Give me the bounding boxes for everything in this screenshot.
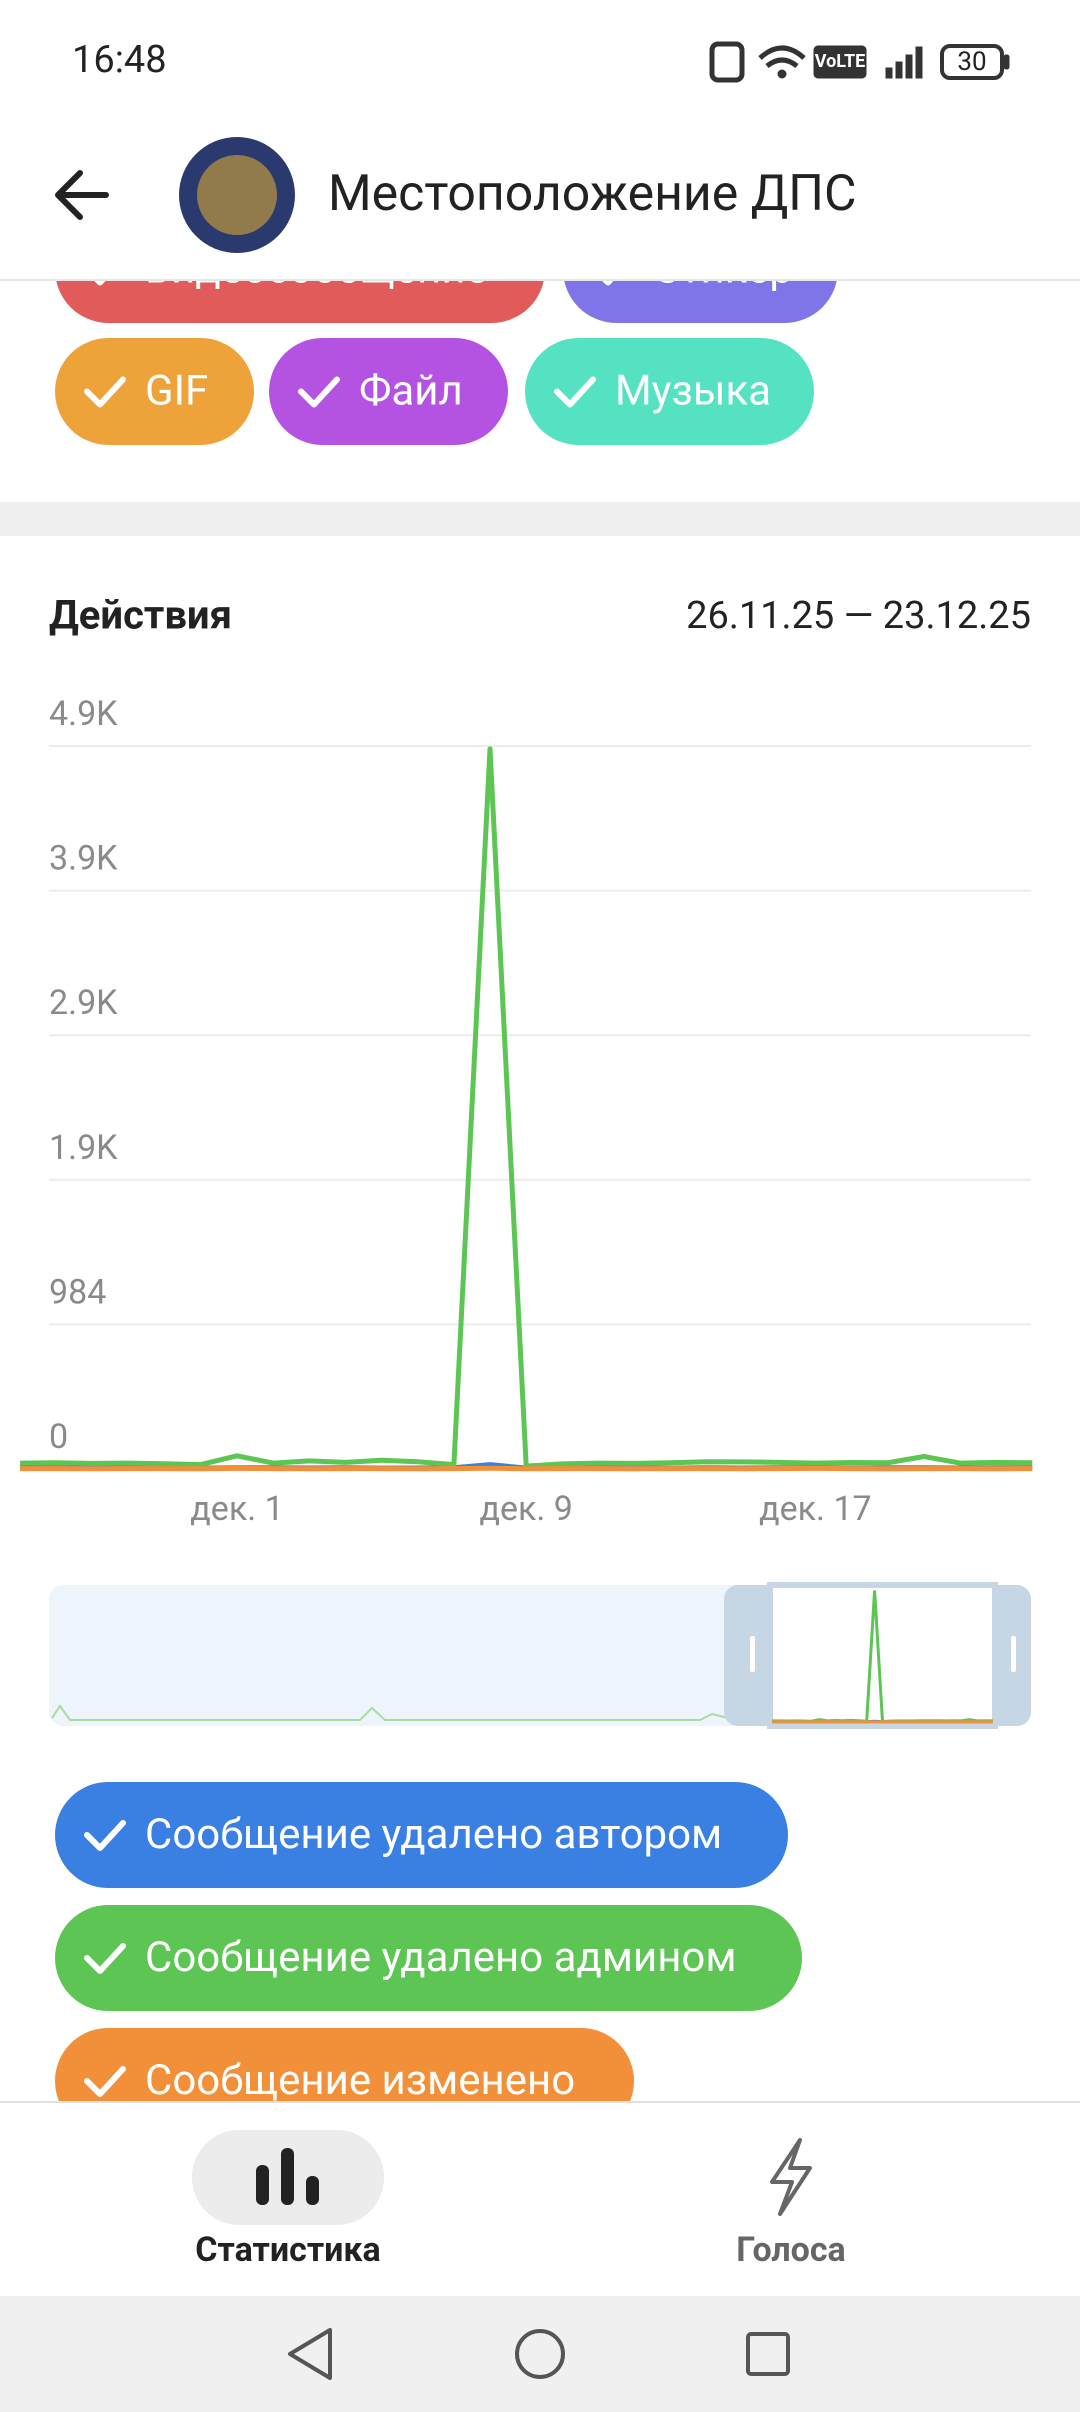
navigator-handles[interactable] xyxy=(724,1585,1031,1726)
legend-chip-label: Сообщение удалено админом xyxy=(145,1933,737,1982)
status-icons: VoLTE xyxy=(709,41,1010,83)
nfc-icon xyxy=(709,41,745,83)
volte-text: VoLTE xyxy=(815,51,866,72)
filter-chip[interactable] xyxy=(525,338,814,445)
y-tick-label: 4.9K xyxy=(49,694,118,734)
sys-back[interactable] xyxy=(288,2328,332,2380)
volte-badge xyxy=(813,45,867,79)
wifi-dot xyxy=(777,69,787,79)
signal-bar xyxy=(895,61,903,79)
y-tick-label: 984 xyxy=(49,1272,106,1312)
chart: 0 984 1.9K 2.9K 3.9K 4.9K дек. 1 дек. 9 дек. 17 xyxy=(20,694,1033,1529)
header-bg xyxy=(0,0,1080,280)
nav-voices[interactable]: Голоса xyxy=(736,2230,846,2270)
filter-chip-label: Музыка xyxy=(615,367,771,416)
filter-chip[interactable] xyxy=(269,338,508,445)
x-tick-label: дек. 1 xyxy=(190,1489,283,1529)
y-tick-label: 3.9K xyxy=(49,839,118,879)
sys-home[interactable] xyxy=(515,2329,565,2379)
section-separator xyxy=(0,502,1080,536)
chip-check xyxy=(84,2066,126,2097)
filter-chip-label: GIF xyxy=(145,367,208,416)
y-tick-label: 0 xyxy=(49,1417,68,1457)
chip-check xyxy=(298,376,340,408)
handle-grip xyxy=(1011,1636,1016,1672)
chart-title: Действия xyxy=(49,592,232,639)
navigator-history xyxy=(51,1704,737,1721)
battery-icon xyxy=(940,44,1004,80)
legend-chip[interactable] xyxy=(55,1905,802,2011)
x-tick-label: дек. 17 xyxy=(759,1489,872,1529)
y-tick-label: 2.9K xyxy=(49,983,118,1023)
filter-chip-label: Файл xyxy=(359,367,463,416)
system-nav xyxy=(0,2296,1080,2412)
legend-chip-label: Сообщение удалено автором xyxy=(145,1810,722,1859)
voices-icon[interactable] xyxy=(770,2138,812,2216)
signal-bar xyxy=(885,67,893,79)
handle-grip xyxy=(750,1636,755,1672)
chip-check xyxy=(84,1943,126,1974)
bottom-nav xyxy=(0,2102,1080,2296)
battery-tip xyxy=(1003,54,1010,70)
navigator-frame xyxy=(767,1582,998,1729)
series-line xyxy=(20,746,1033,1469)
legend-chip[interactable] xyxy=(55,1782,788,1888)
signal-bar xyxy=(905,54,913,79)
sys-recents[interactable] xyxy=(746,2332,790,2376)
nav-statistics[interactable]: Статистика xyxy=(195,2230,381,2270)
x-tick-label: дек. 9 xyxy=(479,1489,572,1529)
wifi-icon xyxy=(758,45,806,69)
date-range: 26.11.25 — 23.12.25 xyxy=(686,594,1031,638)
chip-check xyxy=(554,376,596,408)
legend-chip-label: Сообщение изменено xyxy=(145,2056,575,2105)
navigator-lines xyxy=(772,1590,994,1724)
back-button[interactable] xyxy=(55,170,109,220)
battery-level: 30 xyxy=(957,47,986,77)
header-title: Местоположение ДПС xyxy=(328,165,857,223)
chip-check xyxy=(84,376,126,408)
stats-icon-bar xyxy=(281,2148,294,2205)
stats-icon-bar xyxy=(306,2176,319,2205)
stats-icon-bar xyxy=(256,2165,269,2205)
y-tick-label: 1.9K xyxy=(49,1128,118,1168)
filter-chip[interactable] xyxy=(55,338,254,445)
signal-bar xyxy=(915,46,923,79)
avatar-art xyxy=(197,155,277,235)
chip-check xyxy=(84,1820,126,1851)
status-time: 16:48 xyxy=(72,38,167,82)
